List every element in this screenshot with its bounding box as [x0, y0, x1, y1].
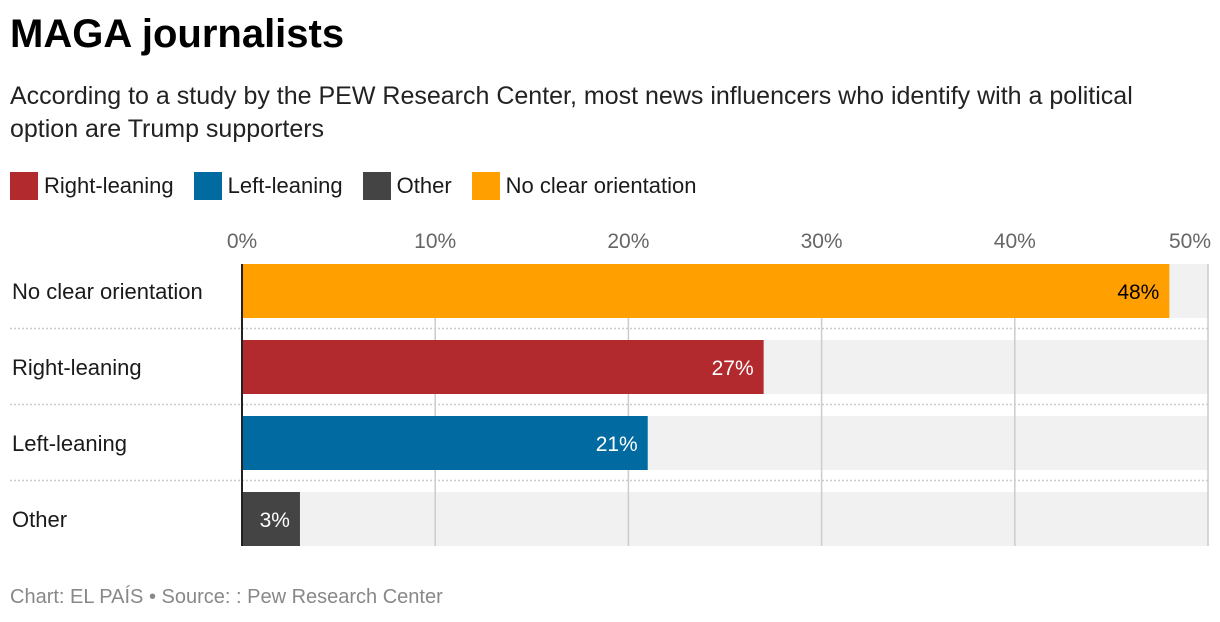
legend-item: Left-leaning	[193, 172, 343, 200]
x-tick-label: 30%	[801, 230, 843, 253]
category-label: No clear orientation	[12, 279, 203, 304]
legend-label: No clear orientation	[505, 173, 697, 198]
legend-item: Right-leaning	[10, 172, 174, 200]
x-tick-label: 40%	[994, 230, 1036, 253]
bar	[242, 264, 1170, 318]
legend-label: Other	[396, 173, 452, 198]
data-label: 21%	[596, 433, 638, 456]
legend-label: Right-leaning	[44, 173, 174, 198]
legend-swatch	[193, 172, 222, 200]
x-tick-label: 50%	[1169, 230, 1211, 253]
legend-item: Other	[362, 172, 452, 200]
source-footer: Chart: EL PAÍS • Source: : Pew Research …	[10, 586, 443, 608]
data-label: 48%	[1117, 281, 1159, 304]
bar	[242, 416, 648, 470]
legend-label: Left-leaning	[227, 173, 343, 198]
legend: Right-leaning Left-leaning Other No clear o…	[10, 172, 696, 200]
x-tick-label: 20%	[607, 230, 649, 253]
legend-swatch	[471, 172, 500, 200]
chart-title: MAGA journalists	[10, 12, 345, 56]
legend-item: No clear orientation	[471, 172, 697, 200]
chart-subtitle: According to a study by the PEW Research…	[10, 82, 1133, 143]
x-tick-label: 10%	[414, 230, 456, 253]
data-label: 3%	[260, 509, 290, 532]
x-tick-label: 0%	[227, 230, 257, 253]
bar	[242, 492, 300, 546]
legend-swatch	[362, 172, 391, 200]
bar	[242, 340, 764, 394]
data-label: 27%	[712, 357, 754, 380]
category-label: Other	[12, 507, 67, 532]
category-label: Left-leaning	[12, 431, 127, 456]
category-label: Right-leaning	[12, 355, 142, 380]
legend-swatch	[10, 172, 38, 200]
bar-background	[242, 492, 1208, 546]
